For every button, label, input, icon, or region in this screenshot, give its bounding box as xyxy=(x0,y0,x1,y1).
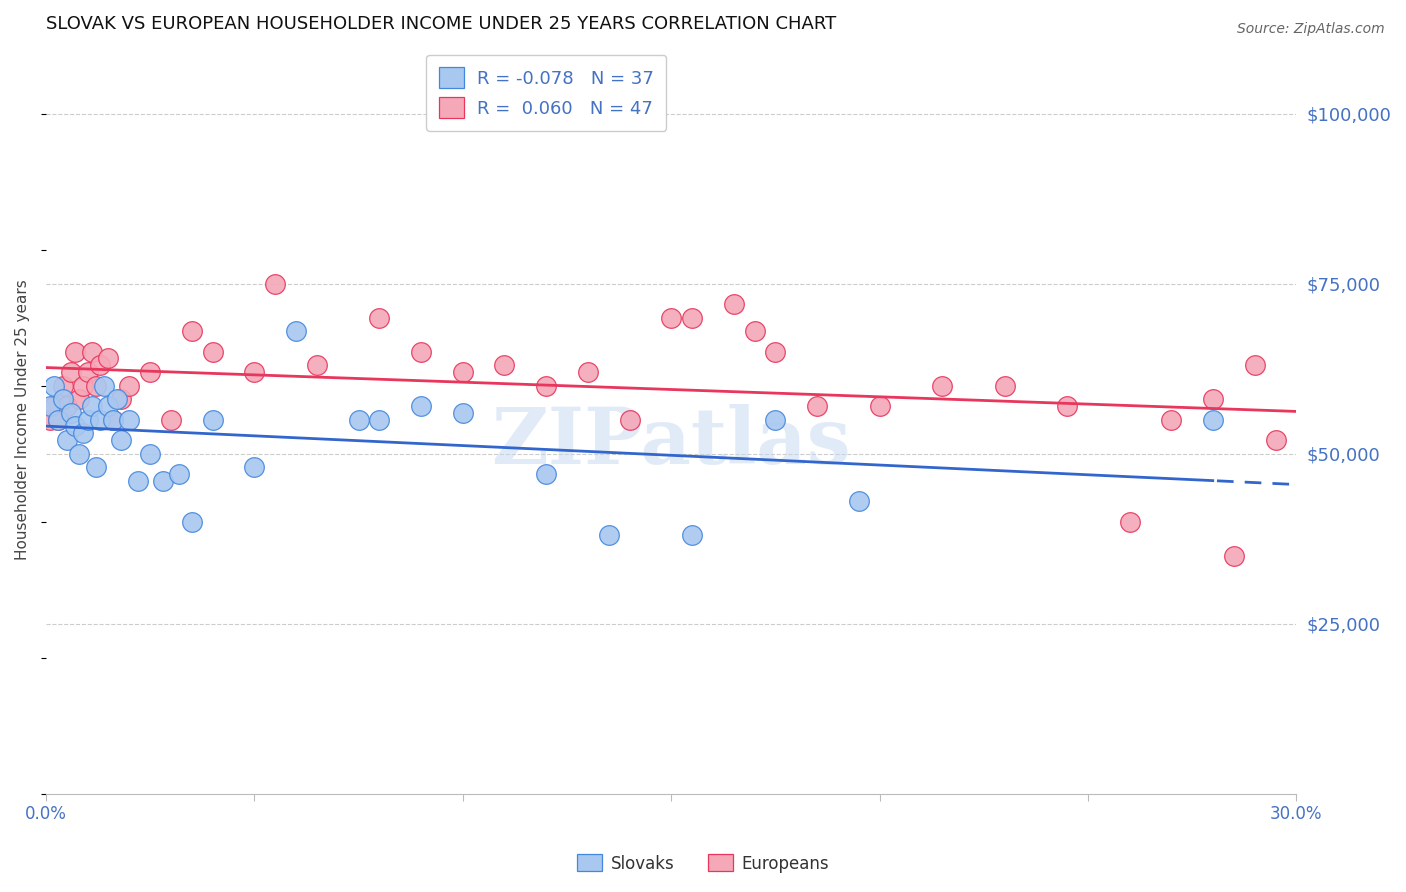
Point xyxy=(76,412,98,426)
Point xyxy=(848,494,870,508)
Point xyxy=(619,412,641,426)
Point xyxy=(72,426,94,441)
Point xyxy=(347,412,370,426)
Point xyxy=(243,365,266,379)
Point xyxy=(201,412,224,426)
Point xyxy=(1202,412,1225,426)
Point xyxy=(368,310,391,325)
Point xyxy=(264,277,287,291)
Point xyxy=(806,399,828,413)
Point xyxy=(534,378,557,392)
Point xyxy=(152,474,174,488)
Point xyxy=(80,399,103,413)
Point xyxy=(84,378,107,392)
Point xyxy=(1160,412,1182,426)
Legend: Slovaks, Europeans: Slovaks, Europeans xyxy=(571,847,835,880)
Point xyxy=(63,344,86,359)
Point xyxy=(1056,399,1078,413)
Point xyxy=(118,378,141,392)
Point xyxy=(1243,358,1265,372)
Point xyxy=(201,344,224,359)
Point xyxy=(305,358,328,372)
Point xyxy=(97,351,120,366)
Text: SLOVAK VS EUROPEAN HOUSEHOLDER INCOME UNDER 25 YEARS CORRELATION CHART: SLOVAK VS EUROPEAN HOUSEHOLDER INCOME UN… xyxy=(46,15,837,33)
Point xyxy=(411,399,433,413)
Point xyxy=(451,406,474,420)
Point xyxy=(994,378,1017,392)
Point xyxy=(598,528,620,542)
Point xyxy=(63,419,86,434)
Point xyxy=(659,310,682,325)
Point xyxy=(39,399,62,413)
Point xyxy=(723,297,745,311)
Text: Source: ZipAtlas.com: Source: ZipAtlas.com xyxy=(1237,22,1385,37)
Point xyxy=(1202,392,1225,407)
Point xyxy=(1118,515,1140,529)
Point xyxy=(160,412,183,426)
Point xyxy=(243,460,266,475)
Point xyxy=(101,412,124,426)
Point xyxy=(763,344,786,359)
Point xyxy=(105,392,128,407)
Point xyxy=(869,399,891,413)
Point xyxy=(39,412,62,426)
Point xyxy=(285,324,308,338)
Point xyxy=(180,324,202,338)
Point xyxy=(931,378,953,392)
Point xyxy=(169,467,191,481)
Point xyxy=(139,365,162,379)
Point xyxy=(763,412,786,426)
Point xyxy=(1264,433,1286,447)
Point xyxy=(118,412,141,426)
Point xyxy=(681,310,703,325)
Point xyxy=(451,365,474,379)
Point xyxy=(56,433,79,447)
Point xyxy=(56,399,79,413)
Point xyxy=(1223,549,1246,563)
Point xyxy=(110,392,132,407)
Point xyxy=(411,344,433,359)
Point xyxy=(534,467,557,481)
Point xyxy=(52,378,75,392)
Point xyxy=(101,412,124,426)
Point xyxy=(67,447,90,461)
Point xyxy=(59,406,82,420)
Point xyxy=(48,412,70,426)
Point xyxy=(494,358,516,372)
Point xyxy=(744,324,766,338)
Point xyxy=(368,412,391,426)
Point xyxy=(93,378,115,392)
Text: ZIPatlas: ZIPatlas xyxy=(491,404,851,480)
Point xyxy=(180,515,202,529)
Legend: R = -0.078   N = 37, R =  0.060   N = 47: R = -0.078 N = 37, R = 0.060 N = 47 xyxy=(426,54,666,131)
Point xyxy=(89,358,111,372)
Point xyxy=(48,412,70,426)
Point xyxy=(44,378,66,392)
Point xyxy=(72,378,94,392)
Point xyxy=(59,365,82,379)
Point xyxy=(84,460,107,475)
Point xyxy=(89,412,111,426)
Point xyxy=(681,528,703,542)
Point xyxy=(67,392,90,407)
Point xyxy=(80,344,103,359)
Point xyxy=(97,399,120,413)
Y-axis label: Householder Income Under 25 years: Householder Income Under 25 years xyxy=(15,279,30,560)
Point xyxy=(127,474,149,488)
Point xyxy=(110,433,132,447)
Point xyxy=(52,392,75,407)
Point xyxy=(576,365,599,379)
Point xyxy=(44,399,66,413)
Point xyxy=(76,365,98,379)
Point xyxy=(139,447,162,461)
